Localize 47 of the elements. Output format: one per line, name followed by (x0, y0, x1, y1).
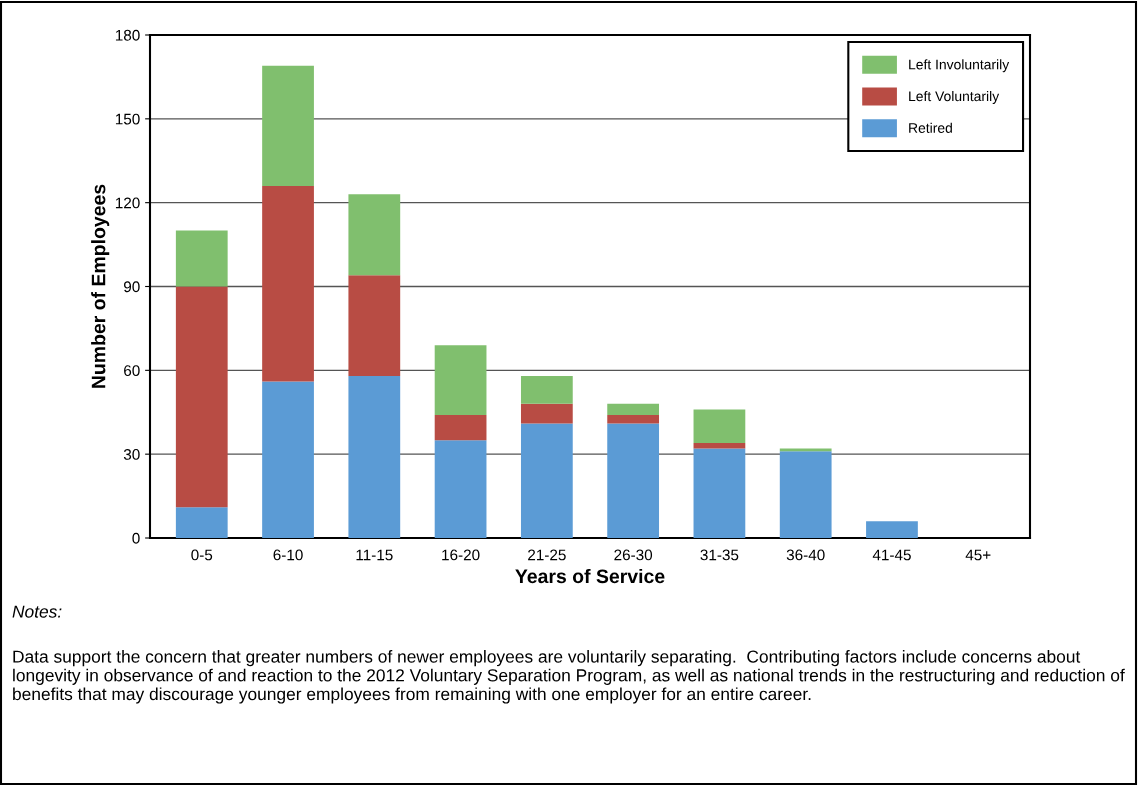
bar (348, 194, 401, 276)
y-tick-label: 60 (124, 365, 140, 377)
x-tick-label: 26-30 (614, 549, 653, 561)
y-tick-label: 150 (115, 113, 140, 125)
bar (779, 451, 832, 538)
text: Data support the concern that greater numbers of newer employees are voluntarily separating. Contributing factors include concerns about longevity in observance of and reaction to the 2012 Voluntary Separation Program, as well as national trends in the restructuring and reduction of benefits that may discourage younger employees from remaining with one employer for an entire career. (13, 650, 1125, 704)
legend-label: Left Involuntarily (909, 59, 1010, 73)
bar (434, 345, 487, 416)
bar (607, 403, 660, 416)
x-tick-label: 31-35 (700, 549, 739, 561)
x-tick-label: 0-5 (191, 549, 213, 561)
x-tick-label: 21-25 (528, 549, 566, 561)
bar (348, 375, 401, 538)
x-axis-title: Years of Service (515, 568, 665, 584)
y-tick-label: 30 (123, 449, 140, 460)
x-tick-label: 36-40 (786, 549, 825, 561)
bar (607, 415, 660, 424)
bar (693, 442, 746, 449)
bar (175, 507, 228, 538)
bar (262, 65, 314, 186)
bar (262, 381, 314, 538)
bar (175, 286, 228, 508)
bar (434, 440, 487, 538)
y-tick-label: 0 (132, 532, 140, 544)
bar (693, 448, 746, 538)
bar (520, 403, 573, 424)
y-tick-label: 120 (115, 197, 140, 209)
x-tick-label: 16-20 (442, 549, 480, 561)
bar (434, 415, 487, 441)
y-tick-label: 90 (124, 281, 140, 293)
bar (866, 521, 918, 538)
bar (348, 275, 401, 376)
bar (607, 423, 660, 538)
x-tick-label: 6-10 (273, 549, 303, 561)
bar (262, 185, 314, 382)
bar (520, 375, 573, 404)
bar (175, 230, 228, 287)
bar (693, 409, 746, 443)
x-tick-label: 11-15 (356, 549, 393, 561)
legend-label: Retired (909, 122, 952, 133)
y-tick-label: 180 (115, 29, 140, 41)
text: Notes: (12, 605, 62, 618)
y-axis-title: Number of Employees (91, 184, 110, 388)
legend-label: Left Voluntarily (909, 90, 1000, 104)
x-tick-label: 41-45 (872, 549, 911, 561)
bar (520, 423, 573, 538)
x-tick-label: 45+ (965, 549, 991, 561)
